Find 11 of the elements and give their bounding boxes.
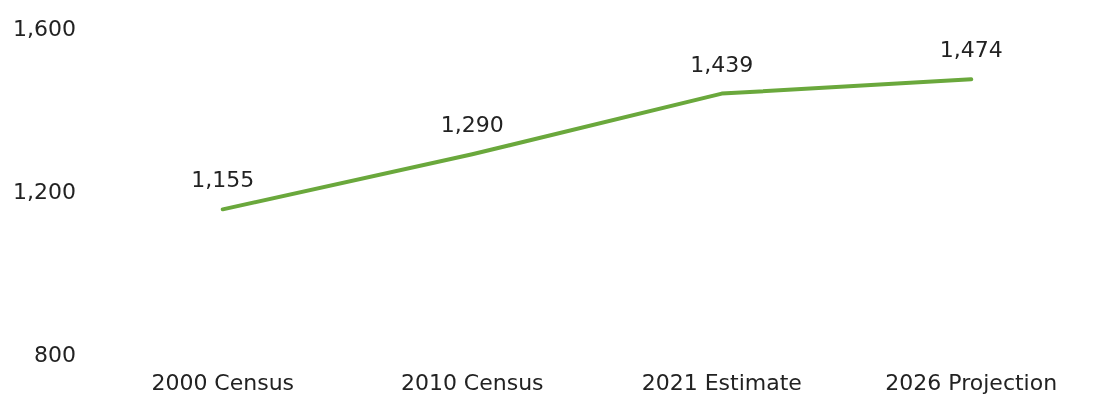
data-label: 1,290 bbox=[440, 112, 504, 138]
x-tick-label: 2026 Projection bbox=[885, 370, 1058, 395]
data-label: 1,439 bbox=[690, 51, 754, 77]
y-tick-label: 1,600 bbox=[13, 15, 76, 41]
y-tick-label: 800 bbox=[34, 341, 76, 367]
y-tick-label: 1,200 bbox=[13, 178, 76, 204]
x-tick-label: 2021 Estimate bbox=[641, 370, 802, 395]
data-label: 1,155 bbox=[191, 167, 255, 193]
x-tick-label: 2000 Census bbox=[151, 370, 295, 395]
x-tick-label: 2010 Census bbox=[400, 370, 544, 395]
data-label: 1,474 bbox=[939, 37, 1003, 63]
